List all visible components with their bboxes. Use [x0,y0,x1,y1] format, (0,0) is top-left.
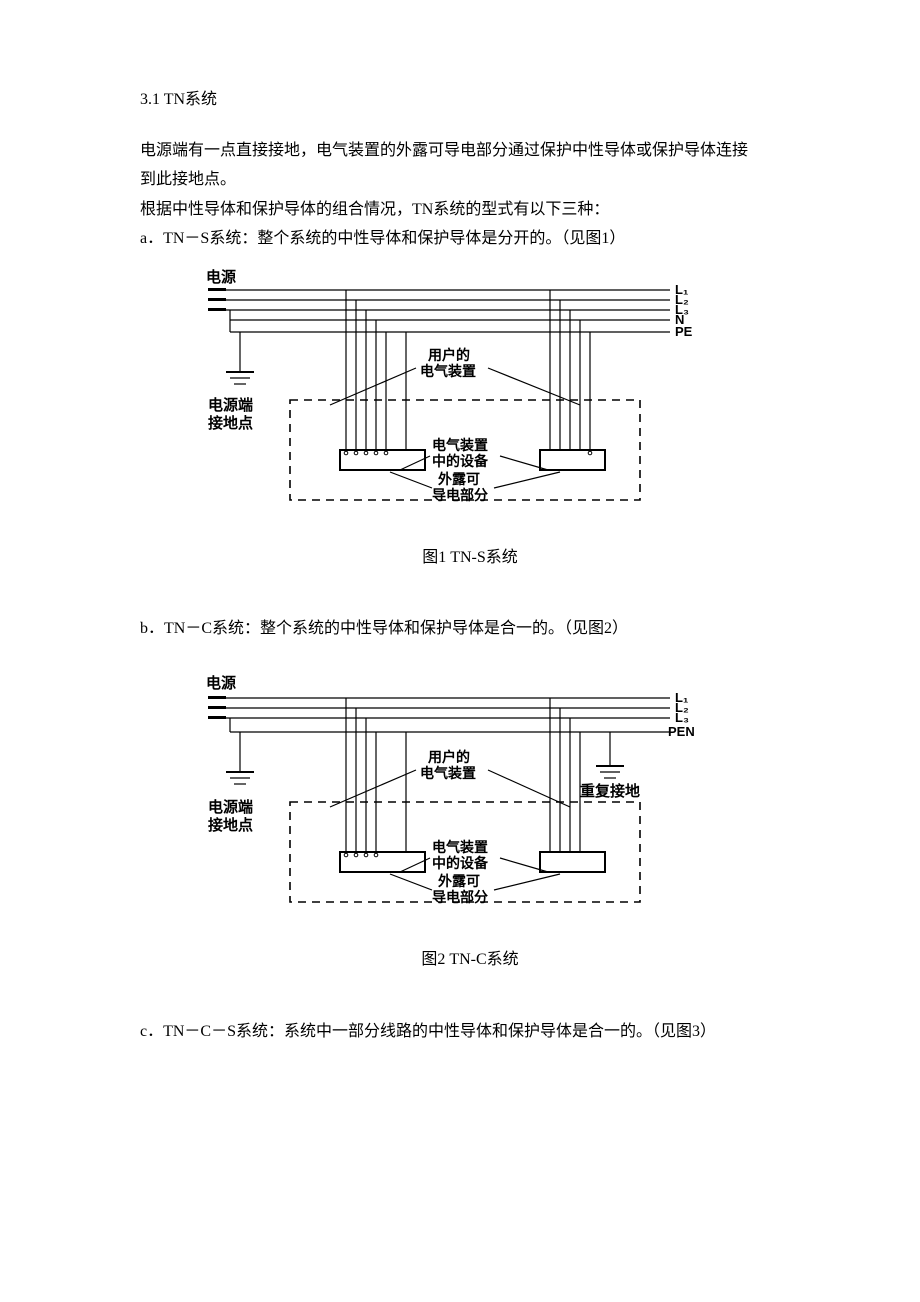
source-bar [208,308,226,311]
ground-label-2: 接地点 [208,816,253,834]
device-box-right [540,852,605,872]
terminal [384,451,388,455]
user-equip-label-2: 电气装置 [420,363,476,379]
terminal [344,451,348,455]
bus-label-pe: PE [675,324,693,339]
figure-1-caption: 图1 TN-S系统 [140,544,800,571]
source-label: 电源 [206,268,236,286]
user-equip-label-1: 用户的 [428,347,470,363]
paragraph-1a: 电源端有一点直接接地，电气装置的外露可导电部分通过保护中性导体或保护导体连接 [140,137,800,164]
exposed-label-2: 导电部分 [432,487,488,503]
terminal [344,854,348,858]
terminal [364,854,368,858]
document-page: 3.1 TN系统 电源端有一点直接接地，电气装置的外露可导电部分通过保护中性导体… [0,0,920,1107]
paragraph-2: 根据中性导体和保护导体的组合情况，TN系统的型式有以下三种： [140,196,800,223]
figure-2-tnc: 电源 L₁ L₂ L₃ PEN 电源端 接地点 [170,662,800,922]
device-box-right [540,450,605,470]
pointer-line [390,874,432,890]
exposed-label-1: 外露可 [438,873,480,889]
terminal [354,854,358,858]
exposed-label-2: 导电部分 [432,889,488,905]
source-bar [208,706,226,709]
figure-2-caption: 图2 TN-C系统 [140,946,800,973]
source-bar [208,716,226,719]
exposed-label-1: 外露可 [438,471,480,487]
terminal [364,451,368,455]
terminal [374,854,378,858]
source-label: 电源 [206,674,236,692]
user-equip-label-1: 用户的 [428,749,470,765]
terminal [374,451,378,455]
repeat-ground-label: 重复接地 [580,782,640,800]
figure-1-tns: 电源 L₁ L₂ L₃ N PE 电源端 接地点 [170,260,800,520]
list-item-c: c．TN－C－S系统：系统中一部分线路的中性导体和保护导体是合一的。（见图3） [140,1018,800,1045]
bus-label-pen: PEN [668,724,695,739]
list-item-b: b．TN－C系统：整个系统的中性导体和保护导体是合一的。（见图2） [140,615,800,642]
section-heading: 3.1 TN系统 [140,86,800,113]
ground-label-2: 接地点 [208,414,253,432]
ground-label-1: 电源端 [208,396,253,414]
source-bar [208,298,226,301]
bus-label-l3: L₃ [675,710,689,725]
terminal [354,451,358,455]
tns-diagram-svg: 电源 L₁ L₂ L₃ N PE 电源端 接地点 [170,260,700,520]
pointer-line [390,472,432,488]
device-label-2: 中的设备 [432,453,489,469]
device-label-1: 电气装置 [432,839,488,855]
terminal [588,451,592,455]
paragraph-1b: 到此接地点。 [140,166,800,193]
device-label-2: 中的设备 [432,855,489,871]
device-box-left [340,450,425,470]
device-label-1: 电气装置 [432,437,488,453]
pointer-line [494,874,560,890]
list-item-a: a．TN－S系统：整个系统的中性导体和保护导体是分开的。（见图1） [140,225,800,252]
tnc-diagram-svg: 电源 L₁ L₂ L₃ PEN 电源端 接地点 [170,662,700,922]
source-bar [208,288,226,291]
pointer-line [494,472,560,488]
device-box-left [340,852,425,872]
ground-label-1: 电源端 [208,798,253,816]
user-equip-label-2: 电气装置 [420,765,476,781]
source-bar [208,696,226,699]
